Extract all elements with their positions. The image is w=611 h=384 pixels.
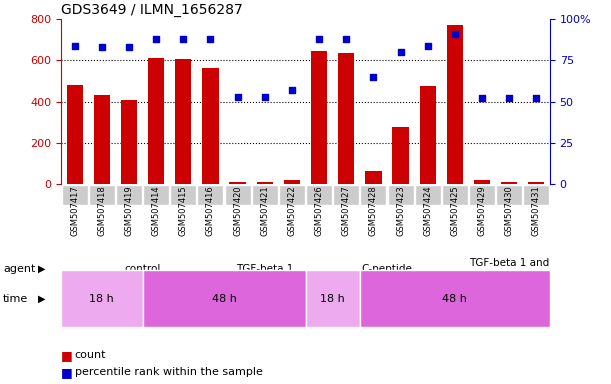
- Bar: [338, 53, 354, 184]
- Point: [477, 95, 487, 101]
- Text: 18 h: 18 h: [320, 293, 345, 304]
- FancyBboxPatch shape: [387, 185, 414, 205]
- Text: 18 h: 18 h: [89, 293, 114, 304]
- Text: GSM507426: GSM507426: [315, 185, 324, 236]
- Bar: [311, 51, 327, 184]
- Bar: [121, 100, 137, 184]
- Text: ▶: ▶: [38, 264, 45, 274]
- Bar: [93, 94, 110, 184]
- Text: GSM507420: GSM507420: [233, 185, 242, 236]
- Point: [233, 94, 243, 100]
- Bar: [148, 58, 164, 184]
- FancyBboxPatch shape: [61, 270, 142, 327]
- Point: [423, 43, 433, 49]
- FancyBboxPatch shape: [170, 185, 196, 205]
- Text: GSM507431: GSM507431: [532, 185, 541, 236]
- Point: [314, 36, 324, 42]
- Text: GSM507416: GSM507416: [206, 185, 215, 236]
- Text: TGF-beta 1: TGF-beta 1: [236, 264, 293, 274]
- Bar: [67, 85, 83, 184]
- Text: GSM507422: GSM507422: [287, 185, 296, 236]
- FancyBboxPatch shape: [469, 185, 495, 205]
- Text: GSM507423: GSM507423: [396, 185, 405, 236]
- Text: 48 h: 48 h: [211, 293, 236, 304]
- Bar: [257, 182, 273, 184]
- FancyBboxPatch shape: [360, 270, 550, 327]
- Text: ■: ■: [61, 366, 73, 379]
- Text: time: time: [3, 293, 28, 304]
- Text: GSM507428: GSM507428: [369, 185, 378, 236]
- Point: [178, 36, 188, 42]
- Text: GSM507429: GSM507429: [478, 185, 486, 236]
- Bar: [230, 182, 246, 184]
- FancyBboxPatch shape: [252, 185, 278, 205]
- FancyBboxPatch shape: [442, 185, 468, 205]
- Text: GSM507427: GSM507427: [342, 185, 351, 236]
- Text: GDS3649 / ILMN_1656287: GDS3649 / ILMN_1656287: [61, 3, 243, 17]
- Text: GSM507421: GSM507421: [260, 185, 269, 236]
- Text: percentile rank within the sample: percentile rank within the sample: [75, 367, 262, 377]
- Text: ▶: ▶: [38, 293, 45, 304]
- Bar: [365, 171, 381, 184]
- Point: [70, 43, 79, 49]
- Text: GSM507418: GSM507418: [97, 185, 106, 236]
- Point: [368, 74, 378, 80]
- FancyBboxPatch shape: [197, 185, 224, 205]
- Point: [287, 87, 297, 93]
- Point: [450, 31, 459, 37]
- Bar: [447, 25, 463, 184]
- Text: GSM507417: GSM507417: [70, 185, 79, 236]
- Text: GSM507425: GSM507425: [450, 185, 459, 236]
- Bar: [474, 180, 490, 184]
- FancyBboxPatch shape: [496, 185, 522, 205]
- Bar: [202, 68, 219, 184]
- Text: count: count: [75, 350, 106, 360]
- FancyBboxPatch shape: [523, 185, 549, 205]
- FancyBboxPatch shape: [62, 185, 88, 205]
- FancyBboxPatch shape: [89, 185, 115, 205]
- Point: [532, 95, 541, 101]
- Text: GSM507415: GSM507415: [179, 185, 188, 236]
- Point: [396, 49, 406, 55]
- Point: [504, 95, 514, 101]
- Text: TGF-beta 1 and
C-peptide: TGF-beta 1 and C-peptide: [469, 258, 549, 280]
- Text: ■: ■: [61, 349, 73, 362]
- FancyBboxPatch shape: [306, 185, 332, 205]
- Point: [152, 36, 161, 42]
- FancyBboxPatch shape: [279, 185, 305, 205]
- Point: [342, 36, 351, 42]
- FancyBboxPatch shape: [360, 185, 386, 205]
- FancyBboxPatch shape: [306, 270, 360, 327]
- Bar: [420, 86, 436, 184]
- Text: GSM507419: GSM507419: [125, 185, 133, 236]
- FancyBboxPatch shape: [142, 270, 306, 327]
- FancyBboxPatch shape: [143, 185, 169, 205]
- Text: agent: agent: [3, 264, 35, 274]
- Point: [205, 36, 215, 42]
- Text: control: control: [125, 264, 161, 274]
- Text: GSM507430: GSM507430: [505, 185, 514, 236]
- Text: GSM507424: GSM507424: [423, 185, 432, 236]
- FancyBboxPatch shape: [225, 185, 251, 205]
- Bar: [528, 182, 544, 184]
- Bar: [284, 180, 300, 184]
- Point: [260, 94, 269, 100]
- FancyBboxPatch shape: [116, 185, 142, 205]
- Point: [124, 44, 134, 50]
- Bar: [392, 127, 409, 184]
- Text: GSM507414: GSM507414: [152, 185, 161, 236]
- Text: C-peptide: C-peptide: [362, 264, 412, 274]
- FancyBboxPatch shape: [333, 185, 359, 205]
- Bar: [175, 60, 191, 184]
- FancyBboxPatch shape: [415, 185, 441, 205]
- Bar: [501, 182, 518, 184]
- Point: [97, 44, 107, 50]
- Text: 48 h: 48 h: [442, 293, 467, 304]
